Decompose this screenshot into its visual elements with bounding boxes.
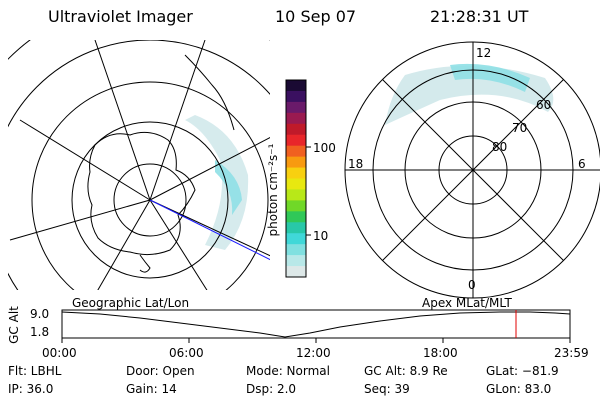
geographic-map-label: Geographic Lat/Lon xyxy=(72,296,190,310)
colorbar-band xyxy=(286,134,306,147)
mlt-label-6: 6 xyxy=(578,157,586,171)
time-label: 21:28:31 UT xyxy=(430,7,529,26)
x-tick-1200: 12:00 xyxy=(296,346,331,360)
colorbar-band xyxy=(286,211,306,223)
x-tick-1800: 18:00 xyxy=(423,346,458,360)
colorbar-band xyxy=(286,167,306,179)
colorbar-band xyxy=(286,266,306,278)
lat-label-60: 60 xyxy=(536,98,552,112)
colorbar-band xyxy=(286,200,306,212)
colorbar-label: photon cm⁻²s⁻¹ xyxy=(266,143,280,237)
colorbar-band xyxy=(286,189,306,201)
colorbar-tick-100: 100 xyxy=(313,141,336,155)
altitude-ylabel: GC Alt xyxy=(7,306,21,344)
seq-info: Seq: 39 xyxy=(364,382,410,396)
colorbar-band xyxy=(286,90,306,103)
filter-info: Flt: LBHL xyxy=(8,364,62,378)
gc-alt-info: GC Alt: 8.9 Re xyxy=(364,364,448,378)
colorbar-band xyxy=(286,222,306,234)
x-tick-0600: 06:00 xyxy=(169,346,204,360)
colorbar-tick-10: 10 xyxy=(313,229,329,243)
apex-map-label: Apex MLat/MLT xyxy=(422,296,512,310)
polar-plot xyxy=(344,41,600,299)
date-label: 10 Sep 07 xyxy=(275,7,357,26)
altitude-tick-1-8: 1.8 xyxy=(30,325,50,339)
aurora-emission-geo xyxy=(185,115,249,250)
coastline xyxy=(87,131,196,256)
colorbar xyxy=(286,80,306,278)
mlt-label-12: 12 xyxy=(476,46,492,60)
colorbar-frame xyxy=(285,79,307,278)
colorbar-band xyxy=(286,178,306,190)
dsp-info: Dsp: 2.0 xyxy=(246,382,297,396)
door-info: Door: Open xyxy=(126,364,195,378)
glat-info: GLat: −81.9 xyxy=(486,364,559,378)
altitude-plot xyxy=(61,309,571,343)
ip-info: IP: 36.0 xyxy=(8,382,54,396)
mode-info: Mode: Normal xyxy=(246,364,330,378)
x-tick-2359: 23:59 xyxy=(554,346,589,360)
gain-info: Gain: 14 xyxy=(126,382,177,396)
colorbar-band xyxy=(286,112,306,125)
glon-info: GLon: 83.0 xyxy=(486,382,552,396)
x-tick-0000: 00:00 xyxy=(42,346,77,360)
colorbar-band xyxy=(286,255,306,267)
colorbar-band xyxy=(286,156,306,169)
colorbar-band xyxy=(286,101,306,114)
mlt-label-18: 18 xyxy=(348,157,364,171)
colorbar-band xyxy=(286,244,306,256)
colorbar-band xyxy=(286,145,306,158)
colorbar-band xyxy=(286,80,306,92)
mlt-label-0: 0 xyxy=(468,278,476,292)
lat-label-70: 70 xyxy=(512,121,528,135)
altitude-tick-9: 9.0 xyxy=(30,307,50,321)
colorbar-band xyxy=(286,123,306,136)
instrument-title: Ultraviolet Imager xyxy=(48,7,193,26)
colorbar-band xyxy=(286,233,306,245)
lat-label-80: 80 xyxy=(492,140,508,154)
